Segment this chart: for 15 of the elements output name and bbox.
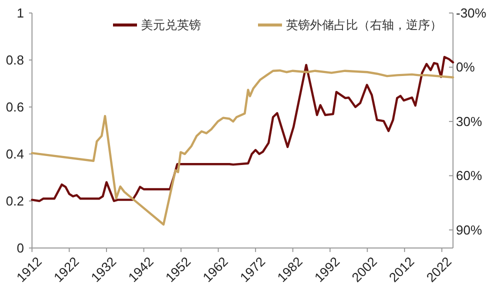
legend-label: 英镑外储占比（右轴，逆序） [286, 18, 442, 32]
y2-tick-label: 90% [456, 222, 482, 238]
line-series [30, 56, 454, 202]
y-tick-label: 1 [16, 6, 24, 20]
y2-tick-label: 60% [456, 168, 482, 184]
legend-label: 美元兑英镑 [141, 18, 201, 32]
y2-tick-label: 0% [456, 60, 476, 75]
y2-tick-label: -30% [456, 6, 487, 20]
y-tick-label: 0.2 [6, 194, 24, 208]
y-tick-label: 0.4 [6, 146, 24, 162]
y-tick-label: 0.6 [6, 100, 24, 114]
line-series [30, 69, 454, 226]
y-tick-label: 0.8 [6, 52, 24, 68]
y2-tick-label: 30% [456, 114, 482, 129]
y-tick-label: 0 [16, 240, 24, 256]
